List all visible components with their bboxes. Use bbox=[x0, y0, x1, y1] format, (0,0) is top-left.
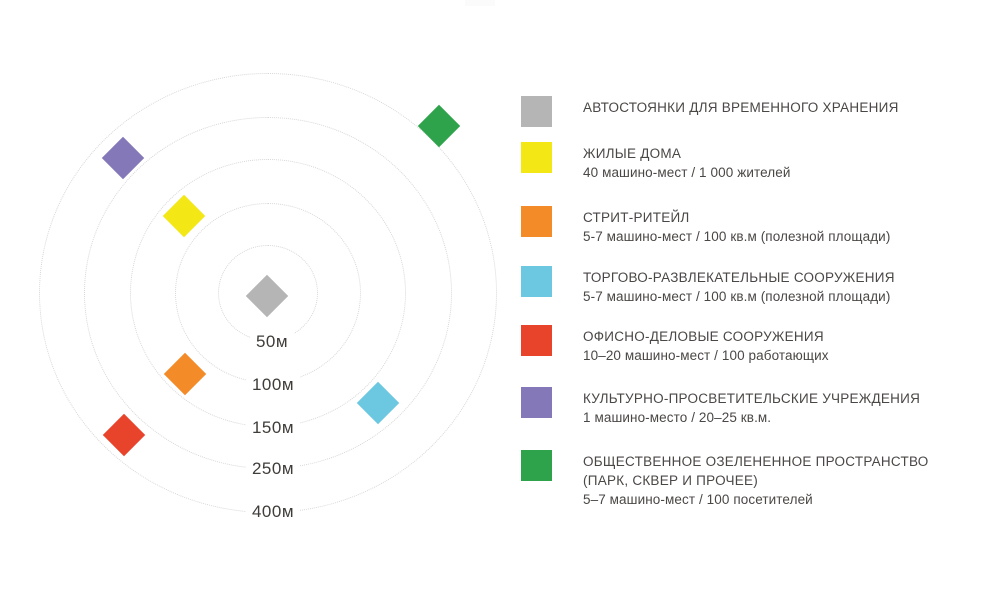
legend-title: СТРИТ-РИТЕЙЛ bbox=[583, 210, 690, 225]
ring-label-100m: 100м bbox=[245, 374, 301, 396]
legend-swatch-gray bbox=[521, 96, 552, 127]
legend-item-residential: ЖИЛЫЕ ДОМА 40 машино-мест / 1 000 жителе… bbox=[521, 142, 790, 182]
legend-title: ОБЩЕСТВЕННОЕ ОЗЕЛЕНЕННОЕ ПРОСТРАНСТВО bbox=[583, 454, 929, 469]
legend-swatch-purple bbox=[521, 387, 552, 418]
legend-subtitle: 5-7 машино-мест / 100 кв.м (полезной пло… bbox=[583, 289, 891, 304]
legend-subtitle: 5–7 машино-мест / 100 посетителей bbox=[583, 492, 813, 507]
legend-title: ЖИЛЫЕ ДОМА bbox=[583, 146, 682, 161]
legend-subtitle: 40 машино-мест / 1 000 жителей bbox=[583, 165, 791, 180]
ring-label-50m: 50м bbox=[249, 331, 295, 353]
legend-swatch-yellow bbox=[521, 142, 552, 173]
legend-swatch-red bbox=[521, 325, 552, 356]
legend-title: ОФИСНО-ДЕЛОВЫЕ СООРУЖЕНИЯ bbox=[583, 329, 824, 344]
legend-title: ТОРГОВО-РАЗВЛЕКАТЕЛЬНЫЕ СООРУЖЕНИЯ bbox=[583, 270, 895, 285]
legend-item-cultural-educational: КУЛЬТУРНО-ПРОСВЕТИТЕЛЬСКИЕ УЧРЕЖДЕНИЯ 1 … bbox=[521, 387, 920, 427]
ring-label-250m: 250м bbox=[245, 458, 301, 480]
legend-item-public-green-space: ОБЩЕСТВЕННОЕ ОЗЕЛЕНЕННОЕ ПРОСТРАНСТВО (П… bbox=[521, 450, 929, 509]
legend-subtitle: 1 машино-место / 20–25 кв.м. bbox=[583, 410, 772, 425]
ring-label-400m: 400м bbox=[245, 501, 301, 523]
legend-swatch-green bbox=[521, 450, 552, 481]
legend-item-temporary-parking: АВТОСТОЯНКИ ДЛЯ ВРЕМЕННОГО ХРАНЕНИЯ bbox=[521, 96, 899, 127]
legend-swatch-orange bbox=[521, 206, 552, 237]
legend-subtitle: 10–20 машино-мест / 100 работающих bbox=[583, 348, 829, 363]
top-edge-artifact bbox=[465, 0, 495, 6]
ring-label-150m: 150м bbox=[245, 417, 301, 439]
legend-title: КУЛЬТУРНО-ПРОСВЕТИТЕЛЬСКИЕ УЧРЕЖДЕНИЯ bbox=[583, 391, 921, 406]
legend-swatch-cyan bbox=[521, 266, 552, 297]
legend-item-retail-entertainment: ТОРГОВО-РАЗВЛЕКАТЕЛЬНЫЕ СООРУЖЕНИЯ 5-7 м… bbox=[521, 266, 895, 306]
legend-title: АВТОСТОЯНКИ ДЛЯ ВРЕМЕННОГО ХРАНЕНИЯ bbox=[583, 100, 899, 115]
legend-subtitle: 5-7 машино-мест / 100 кв.м (полезной пло… bbox=[583, 229, 891, 244]
legend-item-office-business: ОФИСНО-ДЕЛОВЫЕ СООРУЖЕНИЯ 10–20 машино-м… bbox=[521, 325, 829, 365]
legend-title-line2: (ПАРК, СКВЕР И ПРОЧЕЕ) bbox=[583, 473, 759, 488]
legend-item-street-retail: СТРИТ-РИТЕЙЛ 5-7 машино-мест / 100 кв.м … bbox=[521, 206, 890, 246]
